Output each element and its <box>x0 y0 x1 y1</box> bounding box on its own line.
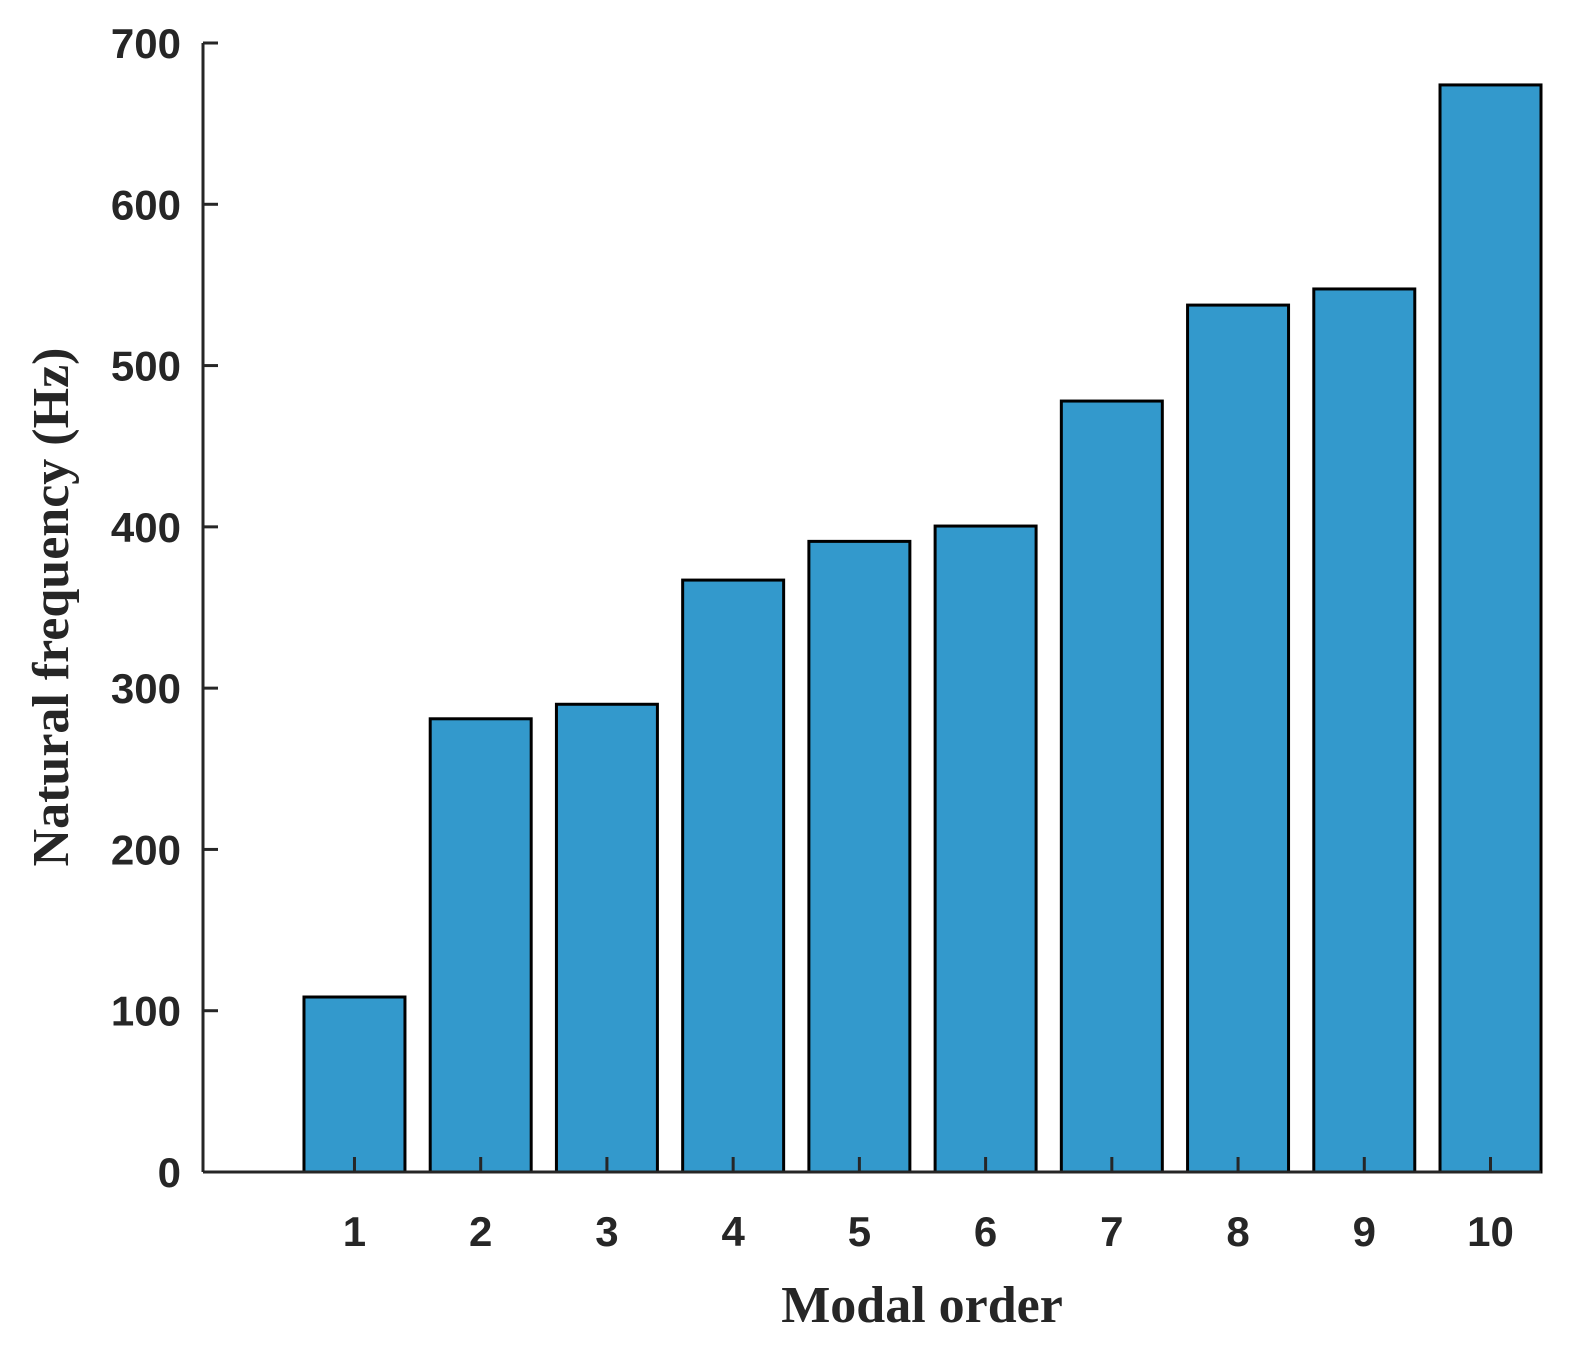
y-tick-label: 100 <box>111 988 181 1035</box>
y-tick-label: 500 <box>111 343 181 390</box>
x-tick-label: 3 <box>595 1208 618 1255</box>
bar-4 <box>681 578 786 1174</box>
x-tick-label: 2 <box>469 1208 492 1255</box>
x-axis-label: Modal order <box>781 1277 1063 1334</box>
x-tick-label: 1 <box>343 1208 366 1255</box>
y-tick-label: 300 <box>111 665 181 712</box>
y-axis-label: Natural frequency (Hz) <box>23 348 80 867</box>
x-tick-label: 4 <box>721 1208 745 1255</box>
y-tick-label: 0 <box>158 1149 181 1196</box>
bar-1 <box>302 995 407 1174</box>
x-tick-label: 6 <box>974 1208 997 1255</box>
bars <box>302 83 1543 1174</box>
y-tick-label: 200 <box>111 826 181 873</box>
bar-2 <box>428 717 533 1174</box>
bar-6 <box>933 524 1038 1174</box>
bar-9 <box>1312 287 1417 1174</box>
x-tick-label: 5 <box>848 1208 871 1255</box>
x-tick-label: 9 <box>1353 1208 1376 1255</box>
bar-7 <box>1059 399 1164 1174</box>
y-tick-label: 400 <box>111 504 181 551</box>
y-tick-label: 700 <box>111 20 181 67</box>
bar-8 <box>1186 303 1291 1174</box>
x-tick-label: 10 <box>1467 1208 1514 1255</box>
y-tick-label: 600 <box>111 181 181 228</box>
x-tick-label: 7 <box>1100 1208 1123 1255</box>
bar-10 <box>1438 83 1543 1174</box>
axes: 0 100 200 300 400 500 600 700 1 2 3 4 5 6 7 8 9 10 <box>111 20 1541 1255</box>
x-tick-label: 8 <box>1226 1208 1249 1255</box>
bar-5 <box>807 539 912 1174</box>
bar-3 <box>554 702 659 1174</box>
